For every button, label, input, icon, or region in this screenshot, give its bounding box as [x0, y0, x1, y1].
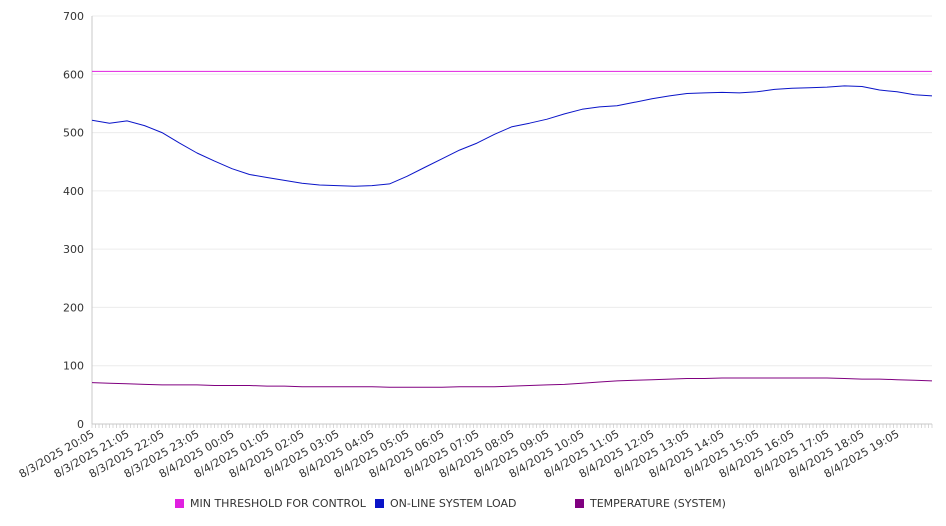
legend-label-temperature: TEMPERATURE (SYSTEM) [590, 497, 726, 510]
legend-label-threshold: MIN THRESHOLD FOR CONTROL [190, 497, 366, 510]
series-line-temperature [91, 377, 933, 388]
legend-item-temperature[interactable]: TEMPERATURE (SYSTEM) [575, 497, 726, 510]
y-tick-label: 500 [63, 127, 84, 140]
legend-item-threshold[interactable]: MIN THRESHOLD FOR CONTROL [175, 497, 366, 510]
legend-label-system-load: ON-LINE SYSTEM LOAD [390, 497, 517, 510]
y-tick-label: 700 [63, 10, 84, 23]
axes [91, 16, 933, 428]
series-line-system-load [91, 85, 933, 187]
series-lines [91, 70, 933, 388]
legend-swatch-threshold [175, 499, 184, 508]
y-tick-label: 300 [63, 243, 84, 256]
legend-item-system-load[interactable]: ON-LINE SYSTEM LOAD [375, 497, 516, 510]
y-tick-label: 0 [77, 418, 84, 431]
legend-swatch-system-load [375, 499, 384, 508]
y-tick-label: 100 [63, 360, 84, 373]
grid-lines [92, 15, 932, 367]
y-tick-label: 400 [63, 185, 84, 198]
legend-swatch-temperature [575, 499, 584, 508]
y-tick-label: 600 [63, 68, 84, 81]
y-tick-label: 200 [63, 301, 84, 314]
x-axis-ticks: 8/3/2025 20:058/3/2025 21:058/3/2025 22:… [17, 427, 902, 481]
y-axis-ticks: 0 100 200 300 400 500 600 700 [63, 10, 84, 431]
legend: MIN THRESHOLD FOR CONTROL ON-LINE SYSTEM… [0, 497, 946, 515]
